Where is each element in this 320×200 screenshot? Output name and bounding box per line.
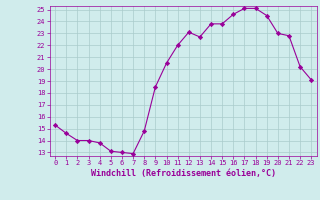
X-axis label: Windchill (Refroidissement éolien,°C): Windchill (Refroidissement éolien,°C) bbox=[91, 169, 276, 178]
